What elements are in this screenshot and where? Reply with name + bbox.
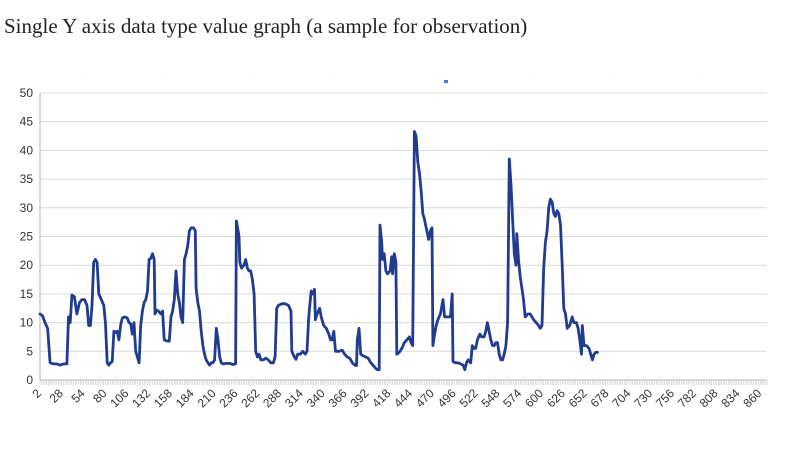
x-tick-label-106: 106 — [107, 386, 131, 410]
series-line-0 — [38, 130, 599, 372]
y-tick-label-0: 0 — [26, 373, 33, 387]
y-tick-label-10: 10 — [20, 316, 34, 330]
legend-dot-6 — [700, 79, 701, 80]
series-group — [38, 130, 599, 372]
x-tick-label-28: 28 — [47, 386, 67, 406]
x-tick-label-574: 574 — [500, 386, 524, 410]
x-tick-label-288: 288 — [260, 386, 284, 410]
y-tick-label-15: 15 — [20, 287, 34, 301]
x-tick-label-600: 600 — [522, 386, 546, 410]
legend-dot-5 — [615, 79, 616, 80]
x-tick-label-158: 158 — [151, 386, 175, 410]
x-axis: 2 28 54 80106132158184210236262288314340366… — [29, 380, 768, 410]
x-tick-label-678: 678 — [588, 386, 612, 410]
x-tick-label-418: 418 — [369, 386, 393, 410]
legend-dot-2 — [250, 79, 251, 80]
y-tick-label-50: 50 — [20, 86, 34, 100]
x-tick-label-730: 730 — [631, 386, 655, 410]
x-tick-label-496: 496 — [435, 386, 459, 410]
y-tick-label-45: 45 — [20, 115, 34, 129]
x-tick-label-2: 2 — [29, 386, 44, 401]
y-tick-label-5: 5 — [26, 344, 33, 358]
x-tick-label-652: 652 — [566, 386, 590, 410]
x-tick-label-54: 54 — [68, 386, 88, 406]
legend-dot-1 — [165, 79, 166, 80]
y-tick-label-30: 30 — [20, 201, 34, 215]
x-tick-label-366: 366 — [326, 386, 350, 410]
x-tick-label-340: 340 — [304, 386, 328, 410]
x-tick-label-132: 132 — [129, 386, 153, 410]
y-axis: 0 5 10 15 20 25 30 35 40 45 50 — [20, 86, 41, 387]
y-tick-label-40: 40 — [20, 143, 34, 157]
x-tick-label-314: 314 — [282, 386, 306, 410]
x-tick-label-834: 834 — [719, 386, 743, 410]
x-tick-label-808: 808 — [697, 386, 721, 410]
x-tick-label-470: 470 — [413, 386, 437, 410]
y-tick-label-20: 20 — [20, 258, 34, 272]
x-tick-label-392: 392 — [347, 386, 371, 410]
x-tick-label-522: 522 — [457, 386, 481, 410]
legend — [80, 79, 701, 83]
y-tick-label-25: 25 — [20, 230, 34, 244]
x-tick-label-444: 444 — [391, 386, 415, 410]
x-tick-label-548: 548 — [478, 386, 502, 410]
x-tick-label-626: 626 — [544, 386, 568, 410]
x-tick-label-756: 756 — [653, 386, 677, 410]
x-tick-label-262: 262 — [238, 386, 262, 410]
x-tick-label-860: 860 — [740, 386, 764, 410]
x-tick-label-782: 782 — [675, 386, 699, 410]
y-tick-label-35: 35 — [20, 172, 34, 186]
x-tick-label-236: 236 — [216, 386, 240, 410]
x-tick-label-80: 80 — [90, 386, 110, 406]
x-tick-label-210: 210 — [195, 386, 219, 410]
legend-marker — [444, 80, 448, 83]
grid-lines — [40, 92, 767, 381]
legend-dot-4 — [530, 79, 531, 80]
legend-dot-3 — [335, 79, 336, 80]
legend-dot-0 — [80, 79, 81, 80]
page-title: Single Y axis data type value graph (a s… — [4, 14, 528, 38]
x-tick-label-184: 184 — [173, 386, 197, 410]
x-tick-label-704: 704 — [609, 386, 633, 410]
